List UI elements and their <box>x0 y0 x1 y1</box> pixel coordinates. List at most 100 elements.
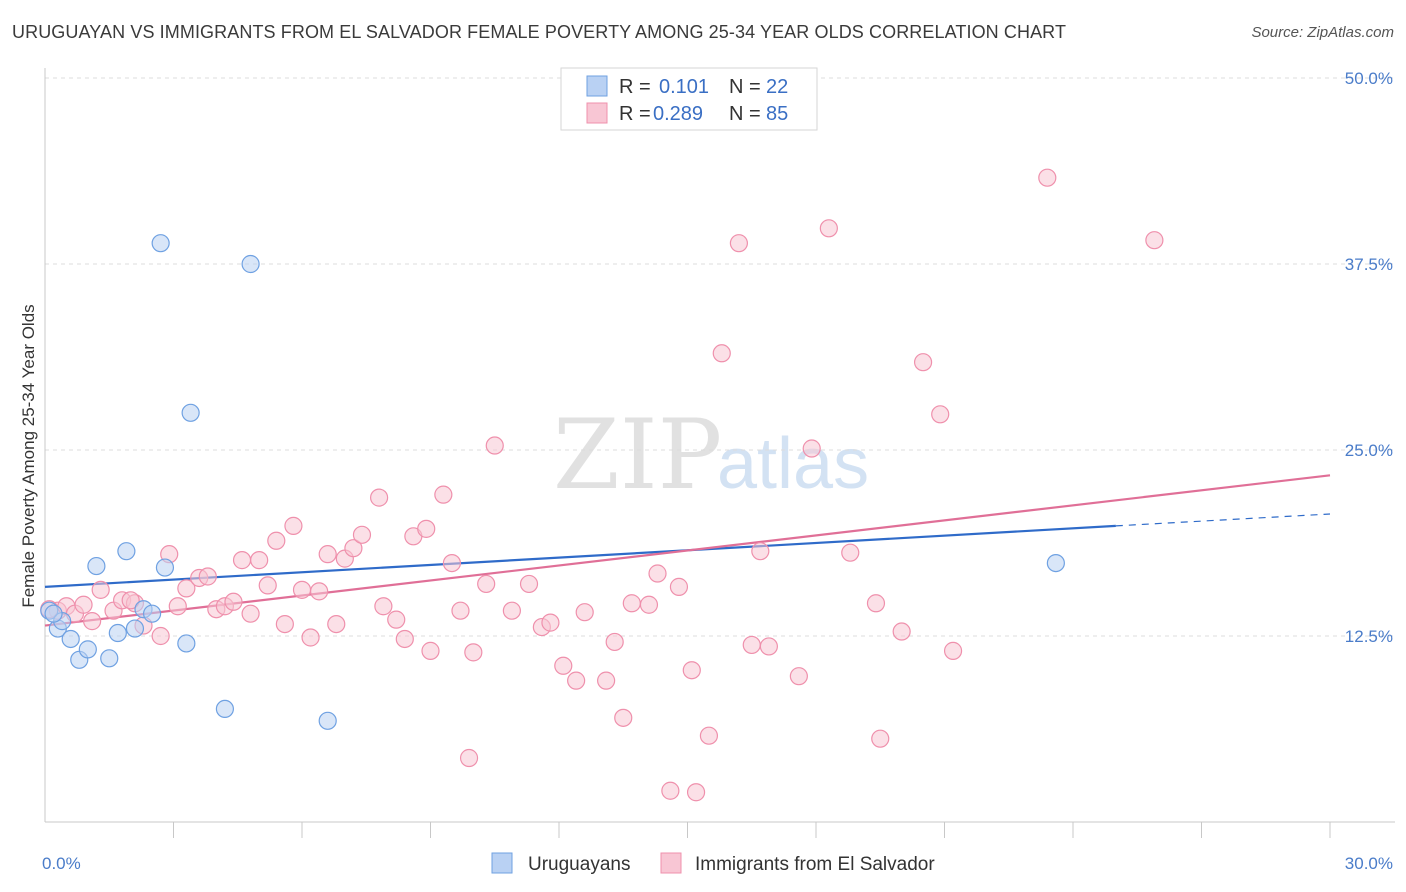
point-el-salvador <box>686 783 706 802</box>
point-el-salvador <box>177 579 196 598</box>
point-el-salvador <box>892 622 911 641</box>
point-el-salvador <box>121 591 140 610</box>
point-el-salvador <box>434 485 453 504</box>
point-el-salvador <box>387 610 406 629</box>
point-el-salvador <box>198 567 217 586</box>
point-uruguayans <box>177 634 196 653</box>
point-el-salvador <box>502 601 521 620</box>
point-el-salvador <box>759 637 778 656</box>
point-el-salvador <box>284 516 303 535</box>
point-el-salvador <box>605 632 624 652</box>
point-uruguayans <box>151 234 170 253</box>
point-el-salvador <box>742 635 761 655</box>
legend-n-label: N = <box>729 76 761 98</box>
point-el-salvador <box>661 781 680 800</box>
x-tick-label: 30.0% <box>1345 854 1393 873</box>
watermark-atlas: atlas <box>717 424 869 504</box>
trend-line-el-salvador <box>44 474 1331 627</box>
legend-r-value: 0.289 <box>653 103 703 125</box>
point-el-salvador <box>275 614 294 634</box>
point-el-salvador <box>241 604 260 623</box>
point-el-salvador <box>1038 168 1057 187</box>
legend-swatch-uruguayans <box>586 75 608 97</box>
series-legend-label-el-salvador: Immigrants from El Salvador <box>695 854 935 875</box>
legend-r-label: R = <box>619 76 651 98</box>
y-tick-label: 12.5% <box>1345 627 1393 646</box>
x-tick-label: 0.0% <box>42 854 81 873</box>
point-el-salvador <box>310 582 329 601</box>
point-el-salvador <box>866 594 886 613</box>
point-el-salvador <box>374 597 393 616</box>
point-uruguayans <box>1046 553 1065 573</box>
point-uruguayans <box>155 558 175 577</box>
point-el-salvador <box>83 612 102 631</box>
point-el-salvador <box>477 574 496 594</box>
data-points <box>40 168 1164 802</box>
watermark-zip: ZIP <box>553 399 722 511</box>
point-el-salvador <box>267 531 286 550</box>
point-el-salvador <box>597 671 616 690</box>
point-el-salvador <box>682 661 701 680</box>
watermark: ZIP atlas <box>553 399 869 511</box>
point-el-salvador <box>622 594 641 613</box>
point-el-salvador <box>344 539 363 558</box>
point-uruguayans <box>215 699 234 719</box>
point-el-salvador <box>327 614 346 634</box>
chart-title: URUGUAYAN VS IMMIGRANTS FROM EL SALVADOR… <box>12 22 1067 42</box>
point-uruguayans <box>100 649 119 668</box>
point-uruguayans <box>108 623 127 643</box>
point-el-salvador <box>224 592 243 611</box>
point-el-salvador <box>913 353 933 372</box>
point-el-salvador <box>541 613 560 632</box>
point-el-salvador <box>168 597 187 616</box>
point-el-salvador <box>459 748 479 768</box>
point-el-salvador <box>931 405 950 424</box>
point-el-salvador <box>258 576 277 595</box>
point-el-salvador <box>250 551 269 570</box>
point-uruguayans <box>318 711 337 730</box>
point-el-salvador <box>485 436 504 455</box>
trend-line-uruguayans <box>44 524 1116 588</box>
point-el-salvador <box>151 626 170 646</box>
legend-n-value: 22 <box>766 76 788 98</box>
point-el-salvador <box>352 525 372 544</box>
point-uruguayans <box>125 619 145 638</box>
series-legend-swatch-el-salvador <box>660 852 682 874</box>
point-el-salvador <box>567 671 586 690</box>
y-tick-label: 50.0% <box>1345 69 1393 88</box>
point-el-salvador <box>301 628 320 647</box>
series-legend-label-uruguayans: Uruguayans <box>528 854 630 875</box>
stats-legend: R = 0.101 N = 22 R = 0.289 N = 85 <box>560 67 818 131</box>
point-el-salvador <box>871 729 890 748</box>
point-el-salvador <box>712 344 731 363</box>
point-el-salvador <box>442 553 462 573</box>
point-uruguayans <box>142 604 162 623</box>
point-el-salvador <box>841 543 860 562</box>
point-el-salvador <box>819 219 838 238</box>
y-tick-label: 37.5% <box>1345 255 1393 274</box>
point-el-salvador <box>395 629 414 649</box>
axes <box>44 68 1395 838</box>
legend-swatch-el-salvador <box>586 102 608 124</box>
point-el-salvador <box>648 564 667 583</box>
point-uruguayans <box>181 403 200 422</box>
point-uruguayans <box>87 556 106 576</box>
point-uruguayans <box>61 629 80 649</box>
trend-extension-uruguayans <box>1115 513 1331 527</box>
point-el-salvador <box>699 726 719 745</box>
point-el-salvador <box>729 234 749 253</box>
x-tick-labels: 0.0% 30.0% <box>42 854 1393 873</box>
point-el-salvador <box>614 708 633 727</box>
point-el-salvador <box>232 551 252 570</box>
point-uruguayans <box>241 254 260 274</box>
point-el-salvador <box>421 641 440 660</box>
legend-r-label: R = <box>619 103 651 125</box>
point-el-salvador <box>943 641 963 660</box>
point-el-salvador <box>292 580 312 599</box>
legend-n-label: N = <box>729 103 761 125</box>
legend-r-value: 0.101 <box>659 76 709 98</box>
legend-n-value: 85 <box>766 103 788 125</box>
point-el-salvador <box>74 595 93 614</box>
y-tick-label: 25.0% <box>1345 441 1393 460</box>
